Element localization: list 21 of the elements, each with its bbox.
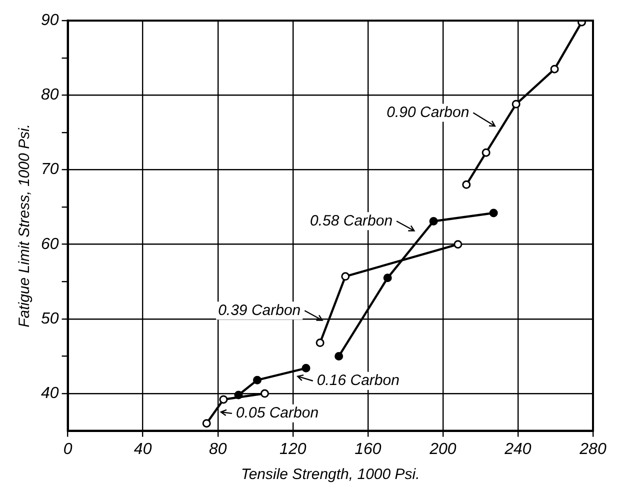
x-tick-label: 240 (504, 440, 532, 458)
y-tick-label: 70 (41, 161, 59, 178)
x-tick-label: 0 (63, 440, 72, 458)
x-tick-label: 200 (428, 440, 456, 458)
x-tick-label: 40 (134, 440, 152, 458)
x-tick-label: 160 (354, 440, 382, 458)
y-tick-label: 90 (41, 12, 59, 30)
y-tick-label: 60 (41, 236, 59, 253)
annotation: 0.39 Carbon (218, 302, 301, 319)
annotation: 0.16 Carbon (316, 372, 400, 390)
y-tick-label: 40 (41, 384, 59, 402)
annotation: 0.05 Carbon (236, 404, 319, 422)
x-tick-label: 280 (578, 440, 606, 458)
x-tick-label: 80 (208, 440, 227, 458)
y-tick-label: 50 (41, 310, 59, 328)
x-axis-title: Tensile Strength, 1000 Psi. (241, 466, 420, 484)
y-tick-label: 80 (41, 86, 59, 104)
x-tick-label: 120 (280, 440, 306, 458)
annotation: 0.58 Carbon (310, 212, 393, 230)
y-axis-title: Fatigue Limit Stress, 1000 Psi. (16, 124, 34, 328)
annotation: 0.90 Carbon (386, 104, 470, 121)
